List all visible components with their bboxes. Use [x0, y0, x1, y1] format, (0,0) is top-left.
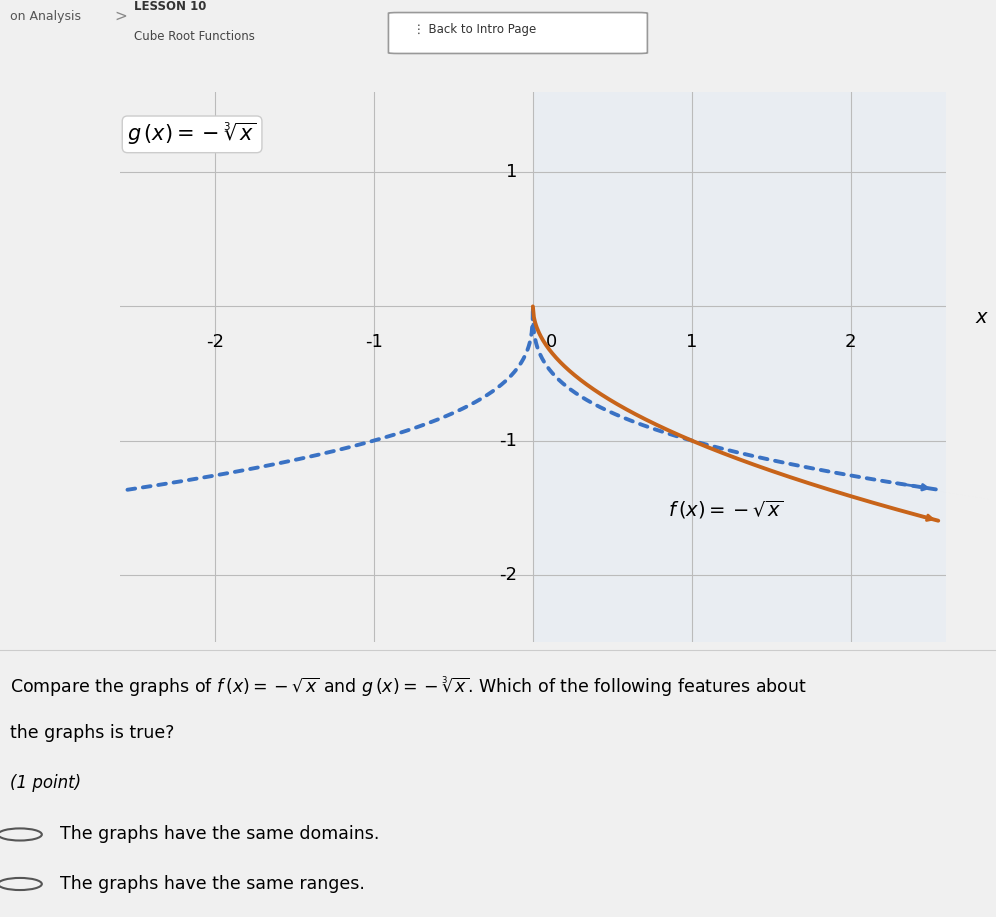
- Text: >: >: [115, 9, 127, 24]
- Text: 2: 2: [845, 333, 857, 351]
- Text: -1: -1: [499, 432, 517, 449]
- Text: $g\,(x) = -\sqrt[3]{x}$: $g\,(x) = -\sqrt[3]{x}$: [127, 121, 257, 148]
- Bar: [533, 92, 946, 642]
- Text: The graphs have the same domains.: The graphs have the same domains.: [60, 825, 379, 844]
- Text: -2: -2: [206, 333, 224, 351]
- Text: ⋮ Back to Intro Page: ⋮ Back to Intro Page: [413, 23, 537, 36]
- Text: 1: 1: [686, 333, 697, 351]
- Text: on Analysis: on Analysis: [10, 10, 81, 23]
- Text: Cube Root Functions: Cube Root Functions: [134, 30, 255, 43]
- Text: 0: 0: [546, 333, 557, 351]
- Text: $f\,(x) = -\sqrt{x}$: $f\,(x) = -\sqrt{x}$: [668, 499, 784, 522]
- Text: Compare the graphs of $f\,(x) = -\sqrt{x}$ and $g\,(x) = -\sqrt[3]{x}$. Which of: Compare the graphs of $f\,(x) = -\sqrt{x…: [10, 675, 807, 699]
- Text: The graphs have the same ranges.: The graphs have the same ranges.: [60, 875, 365, 893]
- Text: the graphs is true?: the graphs is true?: [10, 724, 174, 743]
- Text: -2: -2: [499, 566, 517, 584]
- Text: -1: -1: [365, 333, 382, 351]
- FancyBboxPatch shape: [388, 13, 647, 53]
- Text: LESSON 10: LESSON 10: [134, 0, 207, 13]
- Text: (1 point): (1 point): [10, 774, 81, 792]
- Text: 1: 1: [506, 163, 517, 182]
- Text: x: x: [975, 307, 987, 326]
